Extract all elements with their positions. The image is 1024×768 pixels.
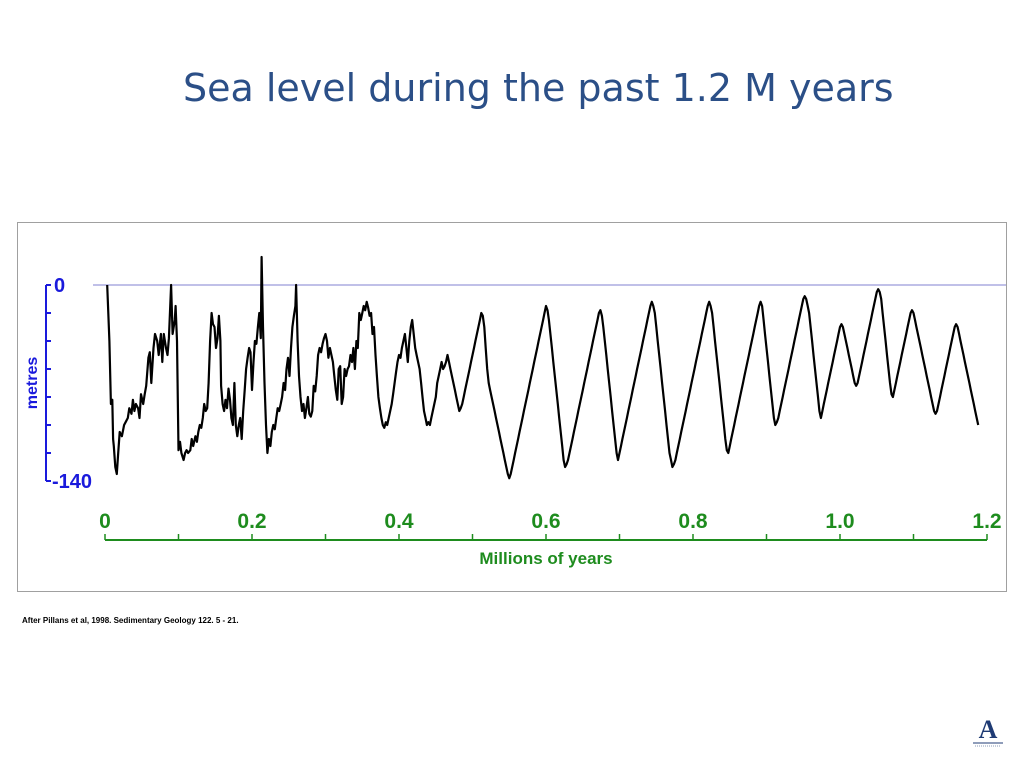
x-tick-label: 0.2 bbox=[237, 510, 266, 533]
slide-title: Sea level during the past 1.2 M years bbox=[183, 66, 894, 110]
y-tick-label: 0 bbox=[54, 275, 65, 297]
logo-letter: A bbox=[979, 715, 998, 744]
y-axis: 0 -140 metres bbox=[24, 275, 92, 493]
x-tick-label: 1.2 bbox=[972, 510, 1001, 533]
y-tick-label: -140 bbox=[52, 471, 92, 493]
x-tick-label: 0.4 bbox=[384, 510, 414, 533]
citation: After Pillans et al, 1998. Sedimentary G… bbox=[22, 616, 239, 625]
y-axis-label: metres bbox=[24, 357, 41, 410]
x-tick-label: 0.6 bbox=[531, 510, 560, 533]
x-tick-label: 1.0 bbox=[825, 510, 854, 533]
x-axis: 0 0.2 0.4 0.6 0.8 1.0 1.2 Millions of years bbox=[99, 510, 1001, 568]
logo: A bbox=[973, 715, 1003, 747]
x-axis-label: Millions of years bbox=[479, 549, 612, 568]
chart-frame: 0 -140 metres 0 0.2 0.4 0.6 0.8 1.0 1.2 Millions … bbox=[17, 222, 1007, 592]
x-tick-label: 0.8 bbox=[678, 510, 708, 533]
sea-level-series-line bbox=[106, 255, 980, 480]
sea-level-chart: 0 -140 metres 0 0.2 0.4 0.6 0.8 1.0 1.2 Millions … bbox=[24, 255, 1006, 568]
x-tick-label: 0 bbox=[99, 510, 111, 533]
